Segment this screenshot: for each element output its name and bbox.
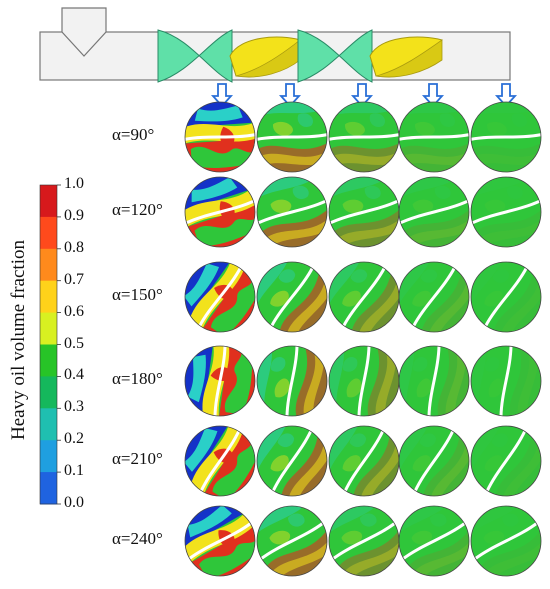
cross-section-contour <box>470 345 542 417</box>
colorbar-segment <box>40 344 57 377</box>
down-arrow-icon <box>421 83 445 108</box>
cross-section-contour <box>256 425 328 497</box>
cross-section-contour <box>398 261 470 333</box>
colorbar-tick-label: 0.2 <box>64 430 84 448</box>
colorbar-tick-label: 1.0 <box>64 175 84 192</box>
colorbar-segment <box>40 440 57 473</box>
colorbar-segment <box>40 376 57 409</box>
section-arrows <box>210 83 518 108</box>
cross-section-contour <box>184 101 256 173</box>
colorbar-tick-label: 0.1 <box>64 462 84 480</box>
swirl-vane-teal-2 <box>297 29 373 83</box>
cross-section-contour <box>398 345 470 417</box>
alpha-label: α=90° <box>112 125 155 144</box>
cross-section-contour <box>398 505 470 577</box>
cross-section-contour <box>398 176 470 248</box>
alpha-label: α=150° <box>112 285 163 304</box>
colorbar-segment <box>40 408 57 441</box>
cross-section-contour <box>470 261 542 333</box>
cross-section-contour <box>184 505 256 577</box>
cross-section-contour <box>256 345 328 417</box>
alpha-label: α=210° <box>112 449 163 468</box>
alpha-label: α=120° <box>112 200 163 219</box>
colorbar-tick-label: 0.8 <box>64 238 84 256</box>
colorbar-tick-label: 0.4 <box>64 366 84 384</box>
cross-section-contour <box>328 176 400 248</box>
cross-section-contour <box>184 261 256 333</box>
down-arrow-icon <box>350 83 374 108</box>
colorbar-tick-label: 0.5 <box>64 334 84 352</box>
cross-section-contour <box>256 176 328 248</box>
cross-section-contour <box>328 505 400 577</box>
down-arrow-icon <box>210 83 234 108</box>
cross-section-contour <box>470 425 542 497</box>
cross-section-contour <box>398 425 470 497</box>
colorbar-segment <box>40 312 57 345</box>
alpha-label: α=240° <box>112 529 163 548</box>
colorbar-segment <box>40 472 57 505</box>
cross-section-contour <box>470 505 542 577</box>
swirl-vane-teal-1 <box>157 29 233 83</box>
colorbar-segment <box>40 185 57 218</box>
colorbar-segment <box>40 248 57 282</box>
cross-section-contour <box>256 261 328 333</box>
colorbar-tick-label: 0.7 <box>64 270 84 288</box>
inlet-branch <box>61 7 107 57</box>
colorbar-tick-label: 0.3 <box>64 398 84 416</box>
cross-section-contour <box>328 101 400 173</box>
cross-section-contour <box>470 101 542 173</box>
colorbar-segment <box>40 280 57 314</box>
colorbar-tick-label: 0.6 <box>64 302 84 320</box>
cross-section-contour <box>184 176 256 248</box>
colorbar-segment <box>40 216 57 250</box>
cross-section-contour <box>256 505 328 577</box>
down-arrow-icon <box>494 83 518 108</box>
cross-section-contour <box>184 425 256 497</box>
contour-grid <box>184 101 542 577</box>
cross-section-contour <box>328 345 400 417</box>
pipe-schematic <box>39 7 511 83</box>
colorbar-tick-label: 0.0 <box>64 494 84 511</box>
down-arrow-icon <box>278 83 302 108</box>
cross-section-contour <box>184 345 256 417</box>
alpha-label: α=180° <box>112 369 163 388</box>
cross-section-contour <box>398 101 470 173</box>
cross-section-contour <box>256 101 328 173</box>
cross-section-contour <box>470 176 542 248</box>
colorbar-tick-label: 0.9 <box>64 206 84 224</box>
colorbar <box>39 184 61 505</box>
